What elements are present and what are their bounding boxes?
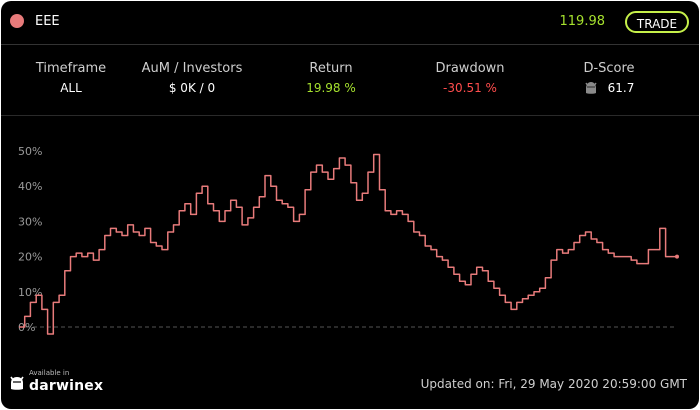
stat-value: ALL (60, 81, 82, 95)
stat-label: Timeframe (35, 61, 107, 76)
helmet-icon (585, 82, 597, 94)
darwinex-logo-icon (10, 376, 24, 390)
stat-value: 61.7 (607, 81, 635, 95)
stat-drawdown: Drawdown -30.51 % (405, 61, 535, 95)
stat-value: 19.98 % (306, 81, 356, 95)
header-divider (1, 44, 699, 45)
stat-value: -30.51 % (443, 81, 497, 95)
strategy-name: EEE (35, 14, 60, 29)
stat-label: D-Score (583, 61, 635, 76)
stats-divider (1, 115, 699, 116)
stat-timeframe: Timeframe ALL (6, 61, 136, 95)
y-tick-label: 40% (18, 180, 42, 193)
y-tick-label: 20% (18, 251, 42, 264)
brand-tagline: Available in (29, 369, 70, 377)
stat-return: Return 19.98 % (266, 61, 396, 95)
series-line (19, 153, 677, 335)
stat-label: Drawdown (435, 61, 505, 76)
brand-name: darwinex (29, 378, 104, 394)
trade-button[interactable]: TRADE (625, 11, 689, 33)
y-tick-label: 10% (18, 286, 42, 299)
header-bar: EEE 119.98 TRADE (1, 1, 699, 45)
strategy-color-dot (10, 14, 24, 28)
stat-value: $ 0K / 0 (168, 81, 216, 95)
darwinex-badge[interactable]: Available in darwinex (9, 369, 119, 401)
stats-row: Timeframe ALL AuM / Investors $ 0K / 0 R… (1, 61, 699, 105)
y-tick-label: 30% (18, 215, 42, 228)
stat-dscore: D-Score 61.7 (544, 61, 674, 98)
stat-aum-investors: AuM / Investors $ 0K / 0 (127, 61, 257, 95)
stat-label: Return (309, 61, 353, 76)
y-tick-label: 0% (18, 321, 35, 334)
current-price: 119.98 (559, 14, 606, 29)
stat-label: AuM / Investors (141, 61, 243, 76)
updated-timestamp: Updated on: Fri, 29 May 2020 20:59:00 GM… (420, 377, 687, 391)
data-point (675, 254, 679, 259)
y-tick-label: 50% (18, 145, 42, 158)
